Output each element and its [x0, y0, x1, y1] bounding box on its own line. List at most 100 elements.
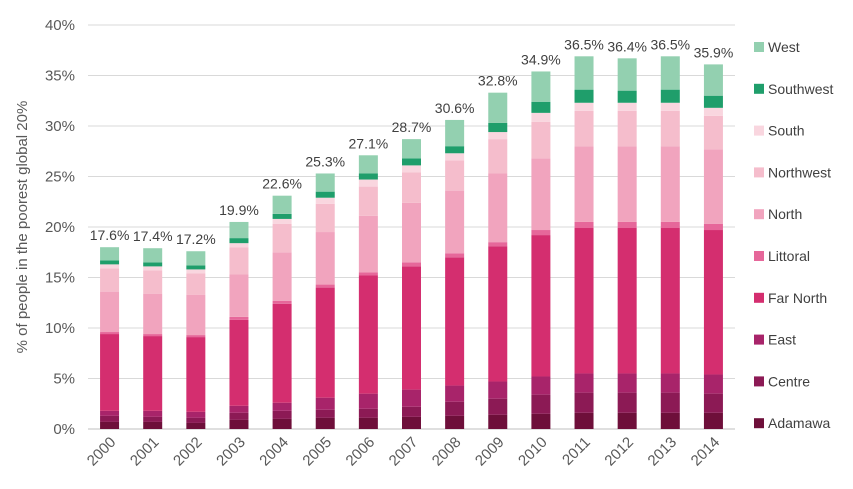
bar-segment-west	[617, 58, 637, 91]
bar-stack-2012	[617, 58, 637, 429]
total-label: 27.1%	[349, 135, 389, 151]
bar-segment-littoral	[143, 334, 163, 337]
bar-segment-west	[315, 173, 335, 192]
legend-label: Far North	[768, 290, 827, 306]
bar-segment-littoral	[315, 284, 335, 288]
x-tick-label: 2010	[515, 434, 551, 470]
bar-segment-west	[488, 92, 508, 123]
bar-segment-southwest	[143, 262, 163, 267]
bar-stack-2008	[445, 119, 465, 429]
bar-segment-west	[531, 71, 551, 102]
bar-segment-northwest	[660, 110, 680, 147]
bar-segment-north	[445, 190, 465, 254]
bar-segment-west	[229, 221, 249, 239]
bar-segment-northwest	[574, 110, 594, 147]
bar-stack-2000	[100, 247, 120, 429]
bar-segment-far-north	[574, 228, 594, 374]
bar-segment-northwest	[186, 273, 206, 295]
bar-stack-2005	[315, 173, 335, 429]
bar-segment-east	[574, 373, 594, 393]
bar-segment-littoral	[186, 335, 206, 338]
bar-segment-adamawa	[100, 421, 120, 429]
legend-item-littoral: Littoral	[754, 248, 810, 264]
legend-label: South	[768, 123, 805, 139]
y-tick-label: 30%	[45, 118, 75, 135]
bar-segment-far-north	[703, 230, 723, 375]
bar-segment-adamawa	[315, 417, 335, 429]
bar-segment-northwest	[488, 139, 508, 174]
bar-segment-centre	[315, 409, 335, 418]
x-tick-label: 2006	[343, 434, 379, 470]
bar-segment-littoral	[703, 223, 723, 231]
bar-segment-north	[358, 215, 378, 273]
total-labels: 17.6% 17.4% 17.2%19.9%22.6%25.3%27.1%28.7%…	[90, 36, 734, 247]
bar-segment-south	[143, 266, 163, 271]
legend-item-north: North	[754, 206, 802, 222]
bar-segment-centre	[186, 417, 206, 423]
bar-segment-adamawa	[358, 417, 378, 429]
bar-segment-west	[574, 56, 594, 90]
bar-segment-adamawa	[143, 421, 163, 429]
total-label: 32.8%	[478, 73, 518, 89]
x-tick-label: 2009	[472, 434, 508, 470]
legend: West Southwest South Northwest North Littoral…	[754, 39, 833, 431]
y-tick-label: 35%	[45, 68, 75, 85]
bar-stack-2013	[660, 56, 680, 429]
bar-segment-littoral	[402, 262, 421, 267]
bar-segment-far-north	[488, 246, 508, 382]
bar-segment-west	[358, 155, 378, 174]
x-tick-label: 2005	[299, 434, 335, 470]
bar-segment-littoral	[272, 300, 292, 304]
bar-segment-southwest	[272, 213, 292, 219]
legend-label: Centre	[768, 373, 810, 389]
x-tick-label: 2013	[645, 434, 681, 470]
bar-stack-2011	[574, 56, 594, 429]
bar-segment-littoral	[617, 221, 637, 229]
bar-segment-east	[143, 410, 163, 417]
bar-segment-far-north	[617, 228, 637, 374]
bar-segment-west	[402, 139, 421, 159]
bar-segment-southwest	[617, 90, 637, 103]
x-axis-ticks: 2000 2001 2002 2003 2004 2005 2006 2007 2008 2009…	[84, 434, 723, 470]
bar-segment-east	[531, 376, 551, 395]
legend-swatch	[754, 83, 764, 94]
total-label: 35.9%	[694, 44, 734, 60]
legend-swatch	[754, 376, 764, 387]
bar-segment-south	[660, 102, 680, 111]
bar-segment-far-north	[143, 336, 163, 411]
bar-segment-adamawa	[660, 412, 680, 429]
bar-segment-littoral	[445, 253, 465, 258]
bar-segment-centre	[100, 415, 120, 422]
y-tick-label: 40%	[45, 17, 75, 34]
bar-segment-littoral	[531, 230, 551, 236]
bar-segment-centre	[660, 392, 680, 413]
bar-segment-far-north	[229, 319, 249, 406]
legend-item-west: West	[754, 39, 800, 55]
bar-segment-east	[100, 410, 120, 416]
legend-label: West	[768, 39, 800, 55]
bar-segment-west	[660, 56, 680, 90]
bar-segment-west	[100, 247, 120, 261]
bar-segment-southwest	[186, 265, 206, 270]
bar-segment-centre	[488, 398, 508, 415]
legend-swatch	[754, 125, 764, 136]
bar-segment-centre	[358, 408, 378, 418]
bar-segment-east	[445, 385, 465, 402]
bar-segment-east	[703, 374, 723, 394]
total-label: 36.5%	[564, 36, 604, 52]
legend-swatch	[754, 292, 764, 303]
legend-label: Southwest	[768, 81, 833, 97]
legend-swatch	[754, 418, 764, 429]
bar-segment-centre	[703, 393, 723, 413]
bar-segment-adamawa	[445, 415, 465, 429]
bar-segment-north	[315, 232, 335, 285]
bar-segment-south	[445, 153, 465, 161]
legend-item-adamawa: Adamawa	[754, 415, 830, 431]
legend-swatch	[754, 209, 764, 220]
bar-segment-far-north	[660, 228, 680, 374]
x-tick-label: 2012	[601, 434, 637, 470]
bar-segment-far-north	[358, 275, 378, 394]
bar-segment-littoral	[358, 272, 378, 276]
bar-segment-north	[143, 293, 163, 335]
